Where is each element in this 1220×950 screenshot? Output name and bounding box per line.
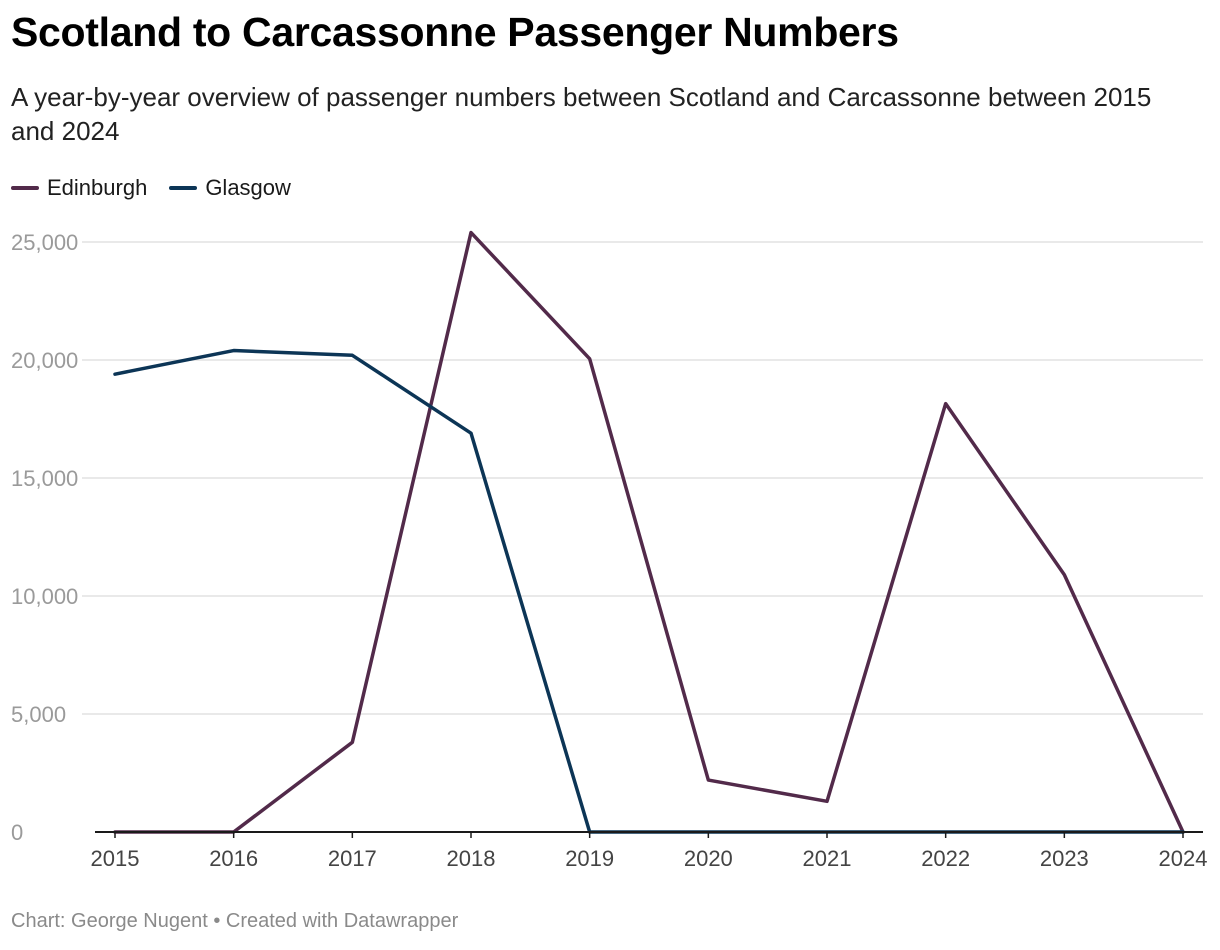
x-tick-label: 2022 — [921, 846, 970, 871]
y-tick-label: 15,000 — [11, 466, 78, 491]
legend-label-edinburgh: Edinburgh — [47, 175, 148, 200]
chart-title: Scotland to Carcassonne Passenger Number… — [11, 9, 899, 55]
series-line-edinburgh — [113, 230, 1185, 834]
x-tick-label: 2016 — [209, 846, 258, 871]
grid-layer — [82, 241, 1203, 715]
y-tick-label: 10,000 — [11, 584, 78, 609]
x-tick-label: 2024 — [1159, 846, 1208, 871]
line-chart: 0 5,000 10,000 15,000 20,000 25,000 2015 2016 20… — [11, 230, 1207, 871]
x-tick-label: 2021 — [803, 846, 852, 871]
legend-item-edinburgh: Edinburgh — [11, 175, 147, 201]
axis-layer: 0 5,000 10,000 15,000 20,000 25,000 2015 2016 20… — [11, 230, 1207, 871]
series-layer — [113, 230, 1185, 834]
y-tick-label: 0 — [11, 820, 23, 845]
legend-item-glasgow: Glasgow — [169, 175, 291, 201]
legend-swatch-edinburgh — [11, 186, 39, 190]
legend-swatch-glasgow — [169, 186, 198, 190]
series-line-glasgow — [113, 348, 1185, 834]
y-tick-label: 25,000 — [11, 230, 78, 255]
x-tick-label: 2020 — [684, 846, 733, 871]
legend-label-glasgow: Glasgow — [205, 175, 291, 200]
x-tick-label: 2015 — [91, 846, 140, 871]
x-tick-label: 2019 — [565, 846, 614, 871]
chart-subtitle: A year-by-year overview of passenger num… — [11, 82, 1152, 146]
chart-legend: Edinburgh Glasgow — [11, 172, 313, 204]
chart-credit: Chart: George Nugent • Created with Data… — [11, 910, 459, 932]
x-tick-label: 2023 — [1040, 846, 1089, 871]
y-tick-label: 20,000 — [11, 348, 78, 373]
y-tick-label: 5,000 — [11, 702, 66, 727]
x-tick-label: 2017 — [328, 846, 377, 871]
x-tick-label: 2018 — [447, 846, 496, 871]
